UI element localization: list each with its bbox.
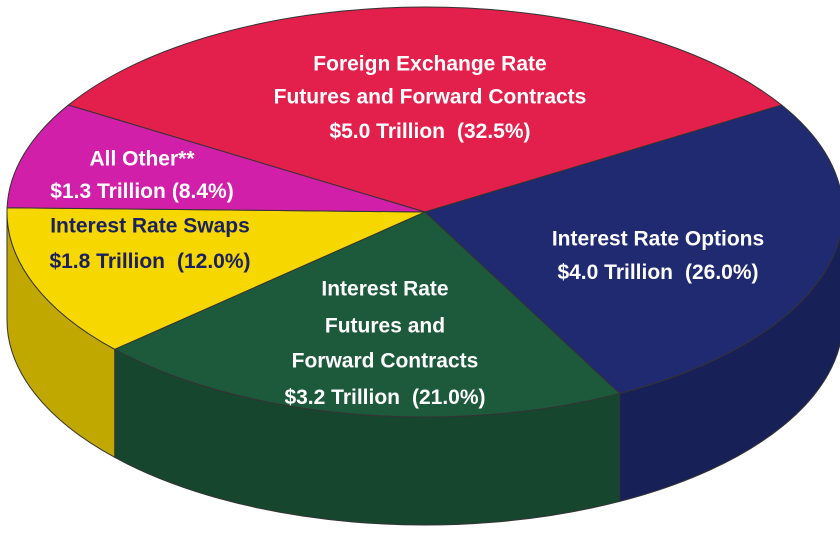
percent-label: (12.0%) <box>177 250 251 273</box>
slice-value-label: $1.3 Trillion (8.4%) <box>50 180 233 203</box>
percent-label: (21.0%) <box>412 386 486 409</box>
slice-value-label: $4.0 Trillion (26.0%) <box>557 261 758 284</box>
amount-label: $4.0 Trillion <box>557 261 673 284</box>
slice <box>113 211 621 418</box>
slice-label: Futures and Forward Contracts <box>274 86 587 109</box>
slice-label: Forward Contracts <box>292 350 479 373</box>
slice <box>6 104 426 213</box>
slice-label: Foreign Exchange Rate <box>313 53 546 76</box>
amount-label: $5.0 Trillion <box>329 120 445 143</box>
slice <box>424 104 840 394</box>
slice-value-label: $5.0 Trillion (32.5%) <box>329 120 530 143</box>
slice-label: Futures and <box>325 315 445 338</box>
amount-label: $1.8 Trillion <box>49 250 165 273</box>
slice <box>67 6 783 213</box>
percent-label: (26.0%) <box>685 261 759 284</box>
slice-label: Interest Rate Options <box>552 228 764 251</box>
amount-label: $3.2 Trillion <box>284 386 400 409</box>
slice <box>6 207 426 350</box>
slice-value-label: $3.2 Trillion (21.0%) <box>284 386 485 409</box>
slice-value-label: $1.8 Trillion (12.0%) <box>49 250 250 273</box>
amount-label: $1.3 Trillion <box>50 180 166 203</box>
percent-label: (8.4%) <box>172 180 234 203</box>
slice-label: All Other** <box>89 148 195 171</box>
slice-label: Interest Rate Swaps <box>50 215 250 238</box>
percent-label: (32.5%) <box>457 120 531 143</box>
slice-label: Interest Rate <box>321 278 448 301</box>
